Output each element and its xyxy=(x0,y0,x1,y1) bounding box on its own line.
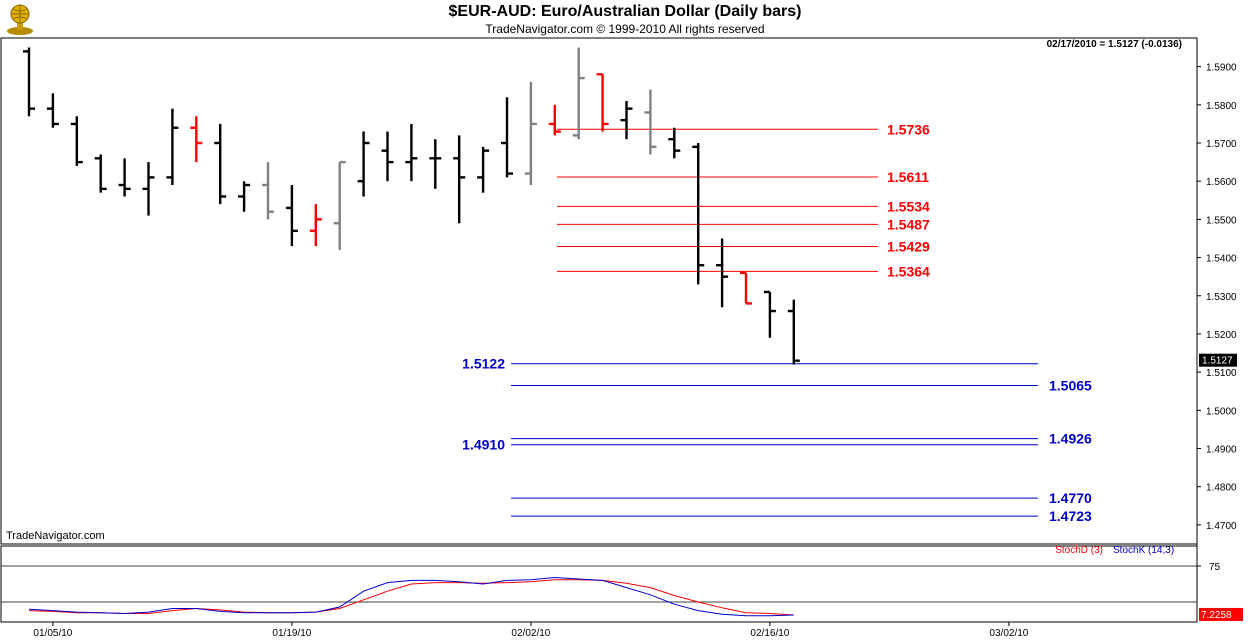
ohlc-bar xyxy=(501,97,513,178)
support-label: 1.5122 xyxy=(462,356,505,372)
ohlc-bar xyxy=(453,135,466,224)
y-tick-label: 1.5900 xyxy=(1206,63,1237,74)
y-tick-label: 1.5200 xyxy=(1206,330,1237,341)
quote-readout: 02/17/2010 = 1.5127 (-0.0136) xyxy=(1047,39,1182,50)
ohlc-bar xyxy=(548,104,561,136)
support-label: 1.4926 xyxy=(1049,431,1092,447)
y-tick-label: 1.5300 xyxy=(1206,292,1237,303)
x-tick-label: 02/16/10 xyxy=(750,628,789,639)
stochk-line xyxy=(28,576,794,617)
resistance-label: 1.5487 xyxy=(887,216,930,232)
ohlc-bar xyxy=(596,73,609,132)
y-tick-label: 1.5800 xyxy=(1206,101,1237,112)
ohlc-bar xyxy=(477,146,490,193)
stoch-last-label: 7.2258 xyxy=(1201,610,1232,621)
y-tick-label: 1.4900 xyxy=(1206,445,1237,456)
price-panel-frame xyxy=(0,37,1198,545)
x-tick-label: 02/02/10 xyxy=(511,628,550,639)
ohlc-bar xyxy=(763,290,776,338)
stochk-legend: StochK (14,3) xyxy=(1113,545,1174,556)
support-label: 1.5065 xyxy=(1049,378,1092,394)
resistance-label: 1.5534 xyxy=(887,198,930,214)
ohlc-bar xyxy=(668,127,681,159)
y-tick-label: 1.5400 xyxy=(1206,254,1237,265)
ohlc-bar xyxy=(238,181,251,212)
ohlc-bar xyxy=(357,131,370,197)
ohlc-bar xyxy=(524,81,537,186)
resistance-label: 1.5611 xyxy=(887,169,929,185)
y-tick-label: 1.4700 xyxy=(1206,521,1237,532)
ohlc-bar xyxy=(333,160,346,250)
ohlc-bar xyxy=(285,185,298,247)
watermark: TradeNavigator.com xyxy=(6,530,105,542)
y-tick-label: 1.5000 xyxy=(1206,406,1237,417)
y-tick-label: 1.5500 xyxy=(1206,215,1237,226)
ohlc-bar xyxy=(787,299,800,365)
ohlc-bar xyxy=(23,47,35,117)
support-label: 1.4770 xyxy=(1049,490,1092,506)
ohlc-bar xyxy=(166,108,179,186)
ohlc-bar xyxy=(644,89,657,155)
chart-title: $EUR-AUD: Euro/Australian Dollar (Daily … xyxy=(448,3,802,20)
stochd-line xyxy=(28,579,794,616)
ohlc-bar xyxy=(214,123,227,205)
stochastic-panel: 75 7.2258 StochD (3) StochK (14,3) xyxy=(1,545,1243,621)
stochd-legend: StochD (3) xyxy=(1055,545,1103,556)
last-price-label: 1.5127 xyxy=(1202,356,1233,367)
ohlc-bar xyxy=(740,271,752,305)
support-label: 1.4910 xyxy=(462,437,505,453)
globe-trophy-icon xyxy=(7,4,33,35)
y-tick-label: 1.5600 xyxy=(1206,177,1237,188)
ohlc-bar xyxy=(142,162,155,216)
ohlc-bar xyxy=(692,143,705,285)
ohlc-bar xyxy=(190,116,203,163)
ohlc-bar xyxy=(118,158,131,197)
y-tick-label: 1.5100 xyxy=(1206,368,1237,379)
price-axis: 1.4700 1.4800 1.4900 1.5000 1.5100 1.5200 1.53… xyxy=(1197,63,1237,532)
chart-subtitle: TradeNavigator.com © 1999-2010 All right… xyxy=(485,22,765,36)
y-tick-label: 1.5700 xyxy=(1206,139,1237,150)
ohlc-bar xyxy=(405,123,418,182)
x-tick-label: 03/02/10 xyxy=(989,628,1028,639)
stoch-y-tick-label: 75 xyxy=(1209,562,1221,573)
last-price-box xyxy=(1199,353,1237,367)
ohlc-bar xyxy=(309,204,322,247)
resistance-label: 1.5429 xyxy=(887,239,930,255)
chart-frames xyxy=(0,37,1198,623)
ohlc-bar xyxy=(262,162,274,220)
ohlc-bar xyxy=(70,116,83,166)
support-label: 1.4723 xyxy=(1049,508,1092,524)
resistance-label: 1.5736 xyxy=(887,121,930,137)
ohlc-bar xyxy=(94,154,107,193)
x-tick-label: 01/05/10 xyxy=(33,628,72,639)
y-tick-label: 1.4800 xyxy=(1206,483,1237,494)
date-axis: 01/05/10 01/19/10 02/02/10 02/16/10 03/02/10 xyxy=(33,622,1029,639)
ohlc-bar xyxy=(429,139,442,189)
resistance-label: 1.5364 xyxy=(887,263,930,279)
ohlc-bar xyxy=(572,47,585,140)
ohlc-bar xyxy=(716,238,729,308)
ohlc-bar xyxy=(46,93,59,128)
ohlc-bar xyxy=(620,101,633,140)
stoch-panel-frame xyxy=(0,545,1198,623)
price-bars xyxy=(23,47,800,365)
chart-header: $EUR-AUD: Euro/Australian Dollar (Daily … xyxy=(0,0,1250,38)
stoch-last-box xyxy=(1199,607,1243,621)
x-tick-label: 01/19/10 xyxy=(272,628,311,639)
ohlc-bar xyxy=(381,131,394,182)
price-levels: 1.5736 1.5611 1.5534 1.5487 1.5429 1.5364 1.51… xyxy=(462,121,1092,524)
